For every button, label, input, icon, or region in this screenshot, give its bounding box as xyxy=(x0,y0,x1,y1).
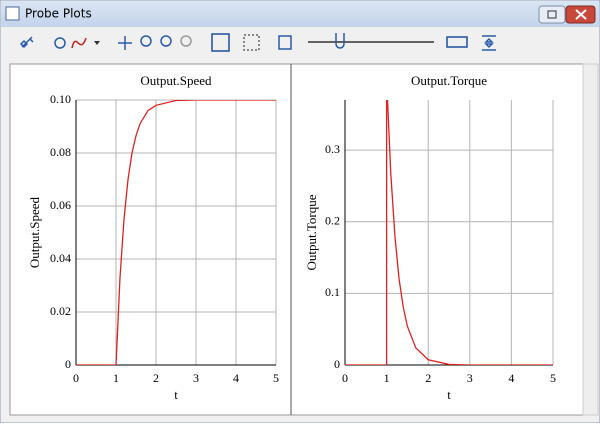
window-title: Probe Plots xyxy=(25,7,92,21)
x-tick-label: 1 xyxy=(384,371,390,385)
curve-button[interactable] xyxy=(71,37,87,49)
y-tick-label: 0.04 xyxy=(50,251,71,265)
cursor-button[interactable] xyxy=(54,37,66,49)
zoom-in-button[interactable] xyxy=(140,35,152,47)
data-line xyxy=(76,100,276,365)
x-tick-label: 3 xyxy=(193,371,199,385)
x-tick-label: 2 xyxy=(153,371,159,385)
scrollbar[interactable] xyxy=(582,63,599,416)
app-icon xyxy=(5,6,20,21)
chart-title: Output.Speed xyxy=(140,73,212,88)
x-tick-label: 3 xyxy=(467,371,473,385)
x-tick-label: 4 xyxy=(508,371,514,385)
link-button[interactable] xyxy=(19,36,34,49)
x-tick-label: 4 xyxy=(233,371,239,385)
y-tick-label: 0.08 xyxy=(50,145,71,159)
x-tick-label: 0 xyxy=(73,371,79,385)
y-axis-label: Output.Speed xyxy=(27,196,42,268)
zoom-reset-button[interactable] xyxy=(180,35,192,47)
chart-title: Output.Torque xyxy=(411,73,487,88)
y-tick-label: 0 xyxy=(65,357,71,371)
x-tick-label: 5 xyxy=(550,371,556,385)
x-tick-label: 1 xyxy=(113,371,119,385)
y-tick-label: 0.02 xyxy=(50,304,71,318)
data-line xyxy=(345,100,553,365)
x-tick-label: 5 xyxy=(273,371,279,385)
split-button[interactable] xyxy=(278,35,292,50)
y-tick-label: 0.2 xyxy=(325,214,340,228)
x-axis-label: t xyxy=(447,387,451,402)
y-axis-label: Output.Torque xyxy=(304,194,319,270)
x-tick-label: 0 xyxy=(342,371,348,385)
x-axis-label: t xyxy=(174,387,178,402)
title-bar xyxy=(1,1,599,27)
toolbar xyxy=(19,33,496,52)
dropdown[interactable] xyxy=(94,41,100,45)
legend-button[interactable] xyxy=(211,33,230,52)
plot-frame xyxy=(9,63,584,416)
columns-button[interactable] xyxy=(446,36,468,48)
pan-button[interactable] xyxy=(118,36,132,50)
restore-button[interactable] xyxy=(538,5,566,24)
y-tick-label: 0.1 xyxy=(325,285,340,299)
restore-icon xyxy=(547,10,557,19)
slider-thumb[interactable] xyxy=(335,33,345,49)
zoom-out-button[interactable] xyxy=(160,35,172,47)
y-tick-label: 0.10 xyxy=(50,92,71,106)
y-tick-label: 0.3 xyxy=(325,142,340,156)
y-tick-label: 0 xyxy=(334,357,340,371)
grid-button[interactable] xyxy=(243,34,260,51)
close-icon xyxy=(575,9,587,20)
y-tick-label: 0.06 xyxy=(50,198,71,212)
x-tick-label: 2 xyxy=(425,371,431,385)
fit-button[interactable] xyxy=(482,35,496,51)
